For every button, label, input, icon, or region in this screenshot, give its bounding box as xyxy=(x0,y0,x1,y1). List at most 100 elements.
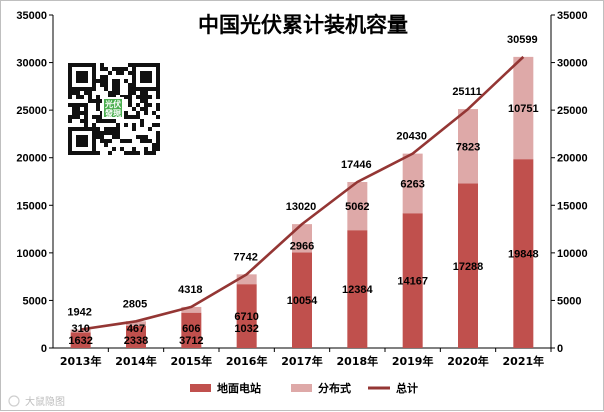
qr-module xyxy=(120,67,124,71)
qr-module xyxy=(104,83,108,87)
bar-ground xyxy=(126,325,146,348)
qr-module xyxy=(76,115,80,119)
y2-tick-label: 25000 xyxy=(557,105,588,117)
qr-module xyxy=(148,103,152,107)
qr-module xyxy=(92,123,96,127)
qr-module xyxy=(132,115,136,119)
x-tick-label: 2017年 xyxy=(281,354,323,368)
data-label-ground: 10054 xyxy=(287,295,318,307)
qr-module xyxy=(104,143,108,147)
qr-module xyxy=(104,67,108,71)
qr-module xyxy=(140,119,144,123)
qr-badge-text: 發現 xyxy=(104,108,121,118)
qr-module xyxy=(104,127,108,131)
qr-module xyxy=(96,99,100,103)
legend: 地面电站 分布式 总计 xyxy=(190,381,418,395)
x-tick-label: 2018年 xyxy=(337,354,379,368)
qr-module xyxy=(100,131,104,135)
qr-module xyxy=(112,79,116,83)
qr-module xyxy=(68,91,72,95)
qr-module xyxy=(128,115,132,119)
qr-module xyxy=(116,79,120,83)
watermark-text: 大鼠隐图 xyxy=(25,395,65,408)
qr-module xyxy=(140,135,144,139)
bar-distributed xyxy=(70,329,91,333)
watermark-icon xyxy=(8,395,20,407)
data-label-ground: 14167 xyxy=(397,276,428,288)
bar-distributed xyxy=(458,109,478,184)
qr-module xyxy=(156,131,160,135)
data-label-distributed: 1032 xyxy=(234,323,258,335)
qr-module xyxy=(104,131,108,135)
qr-module xyxy=(136,115,140,119)
qr-module xyxy=(144,95,148,99)
legend-swatch-distributed xyxy=(291,384,312,392)
qr-module xyxy=(140,91,144,95)
qr-module xyxy=(76,95,80,99)
qr-module xyxy=(128,139,132,143)
qr-module xyxy=(144,151,148,155)
qr-module xyxy=(112,131,116,135)
qr-module xyxy=(156,115,160,119)
qr-module xyxy=(132,127,136,131)
y2-tick-label: 10000 xyxy=(557,248,588,260)
x-tick-label: 2014年 xyxy=(115,354,157,368)
y-tick-label: 30000 xyxy=(16,58,47,70)
qr-module xyxy=(104,75,108,79)
qr-finder xyxy=(76,135,88,147)
qr-module xyxy=(132,123,136,127)
qr-module xyxy=(72,91,76,95)
qr-module xyxy=(156,107,160,111)
qr-module xyxy=(72,111,76,115)
qr-module xyxy=(108,131,112,135)
qr-module xyxy=(112,147,116,151)
qr-module xyxy=(88,99,92,103)
qr-module xyxy=(84,119,88,123)
qr-module xyxy=(132,91,136,95)
qr-module xyxy=(140,139,144,143)
qr-module xyxy=(132,147,136,151)
qr-module xyxy=(68,103,72,107)
legend-label-distributed: 分布式 xyxy=(318,381,351,395)
qr-module xyxy=(104,79,108,83)
qr-module xyxy=(144,147,148,151)
x-tick-label: 2021年 xyxy=(503,354,545,368)
qr-module xyxy=(140,107,144,111)
qr-module xyxy=(120,147,124,151)
data-label-ground: 12384 xyxy=(342,284,373,296)
qr-module xyxy=(100,139,104,143)
qr-module xyxy=(156,147,160,151)
qr-module xyxy=(116,83,120,87)
qr-module xyxy=(112,67,116,71)
qr-module xyxy=(140,123,144,127)
qr-module xyxy=(144,99,148,103)
data-label-distributed: 5062 xyxy=(345,201,369,213)
qr-module xyxy=(80,119,84,123)
bar-distributed xyxy=(292,224,312,253)
qr-module xyxy=(116,67,120,71)
x-tick-label: 2020年 xyxy=(447,354,489,368)
qr-module xyxy=(68,115,72,119)
qr-module xyxy=(112,83,116,87)
bar-ground xyxy=(402,213,423,348)
qr-module xyxy=(96,107,100,111)
qr-module xyxy=(96,79,100,83)
qr-module xyxy=(92,99,96,103)
qr-module xyxy=(124,139,128,143)
qr-module xyxy=(136,103,140,107)
bar-distributed xyxy=(126,321,146,326)
line-total xyxy=(80,55,525,331)
qr-module xyxy=(84,123,88,127)
qr-module xyxy=(100,63,104,67)
qr-module xyxy=(124,123,128,127)
data-label-distributed: 467 xyxy=(127,323,145,335)
qr-module xyxy=(80,111,84,115)
qr-module xyxy=(108,119,112,123)
qr-module xyxy=(156,91,160,95)
data-label-distributed: 10751 xyxy=(508,103,539,115)
data-label-ground: 19848 xyxy=(508,249,539,261)
qr-module xyxy=(100,79,104,83)
qr-module xyxy=(76,111,80,115)
qr-module xyxy=(96,127,100,131)
qr-module xyxy=(128,95,132,99)
